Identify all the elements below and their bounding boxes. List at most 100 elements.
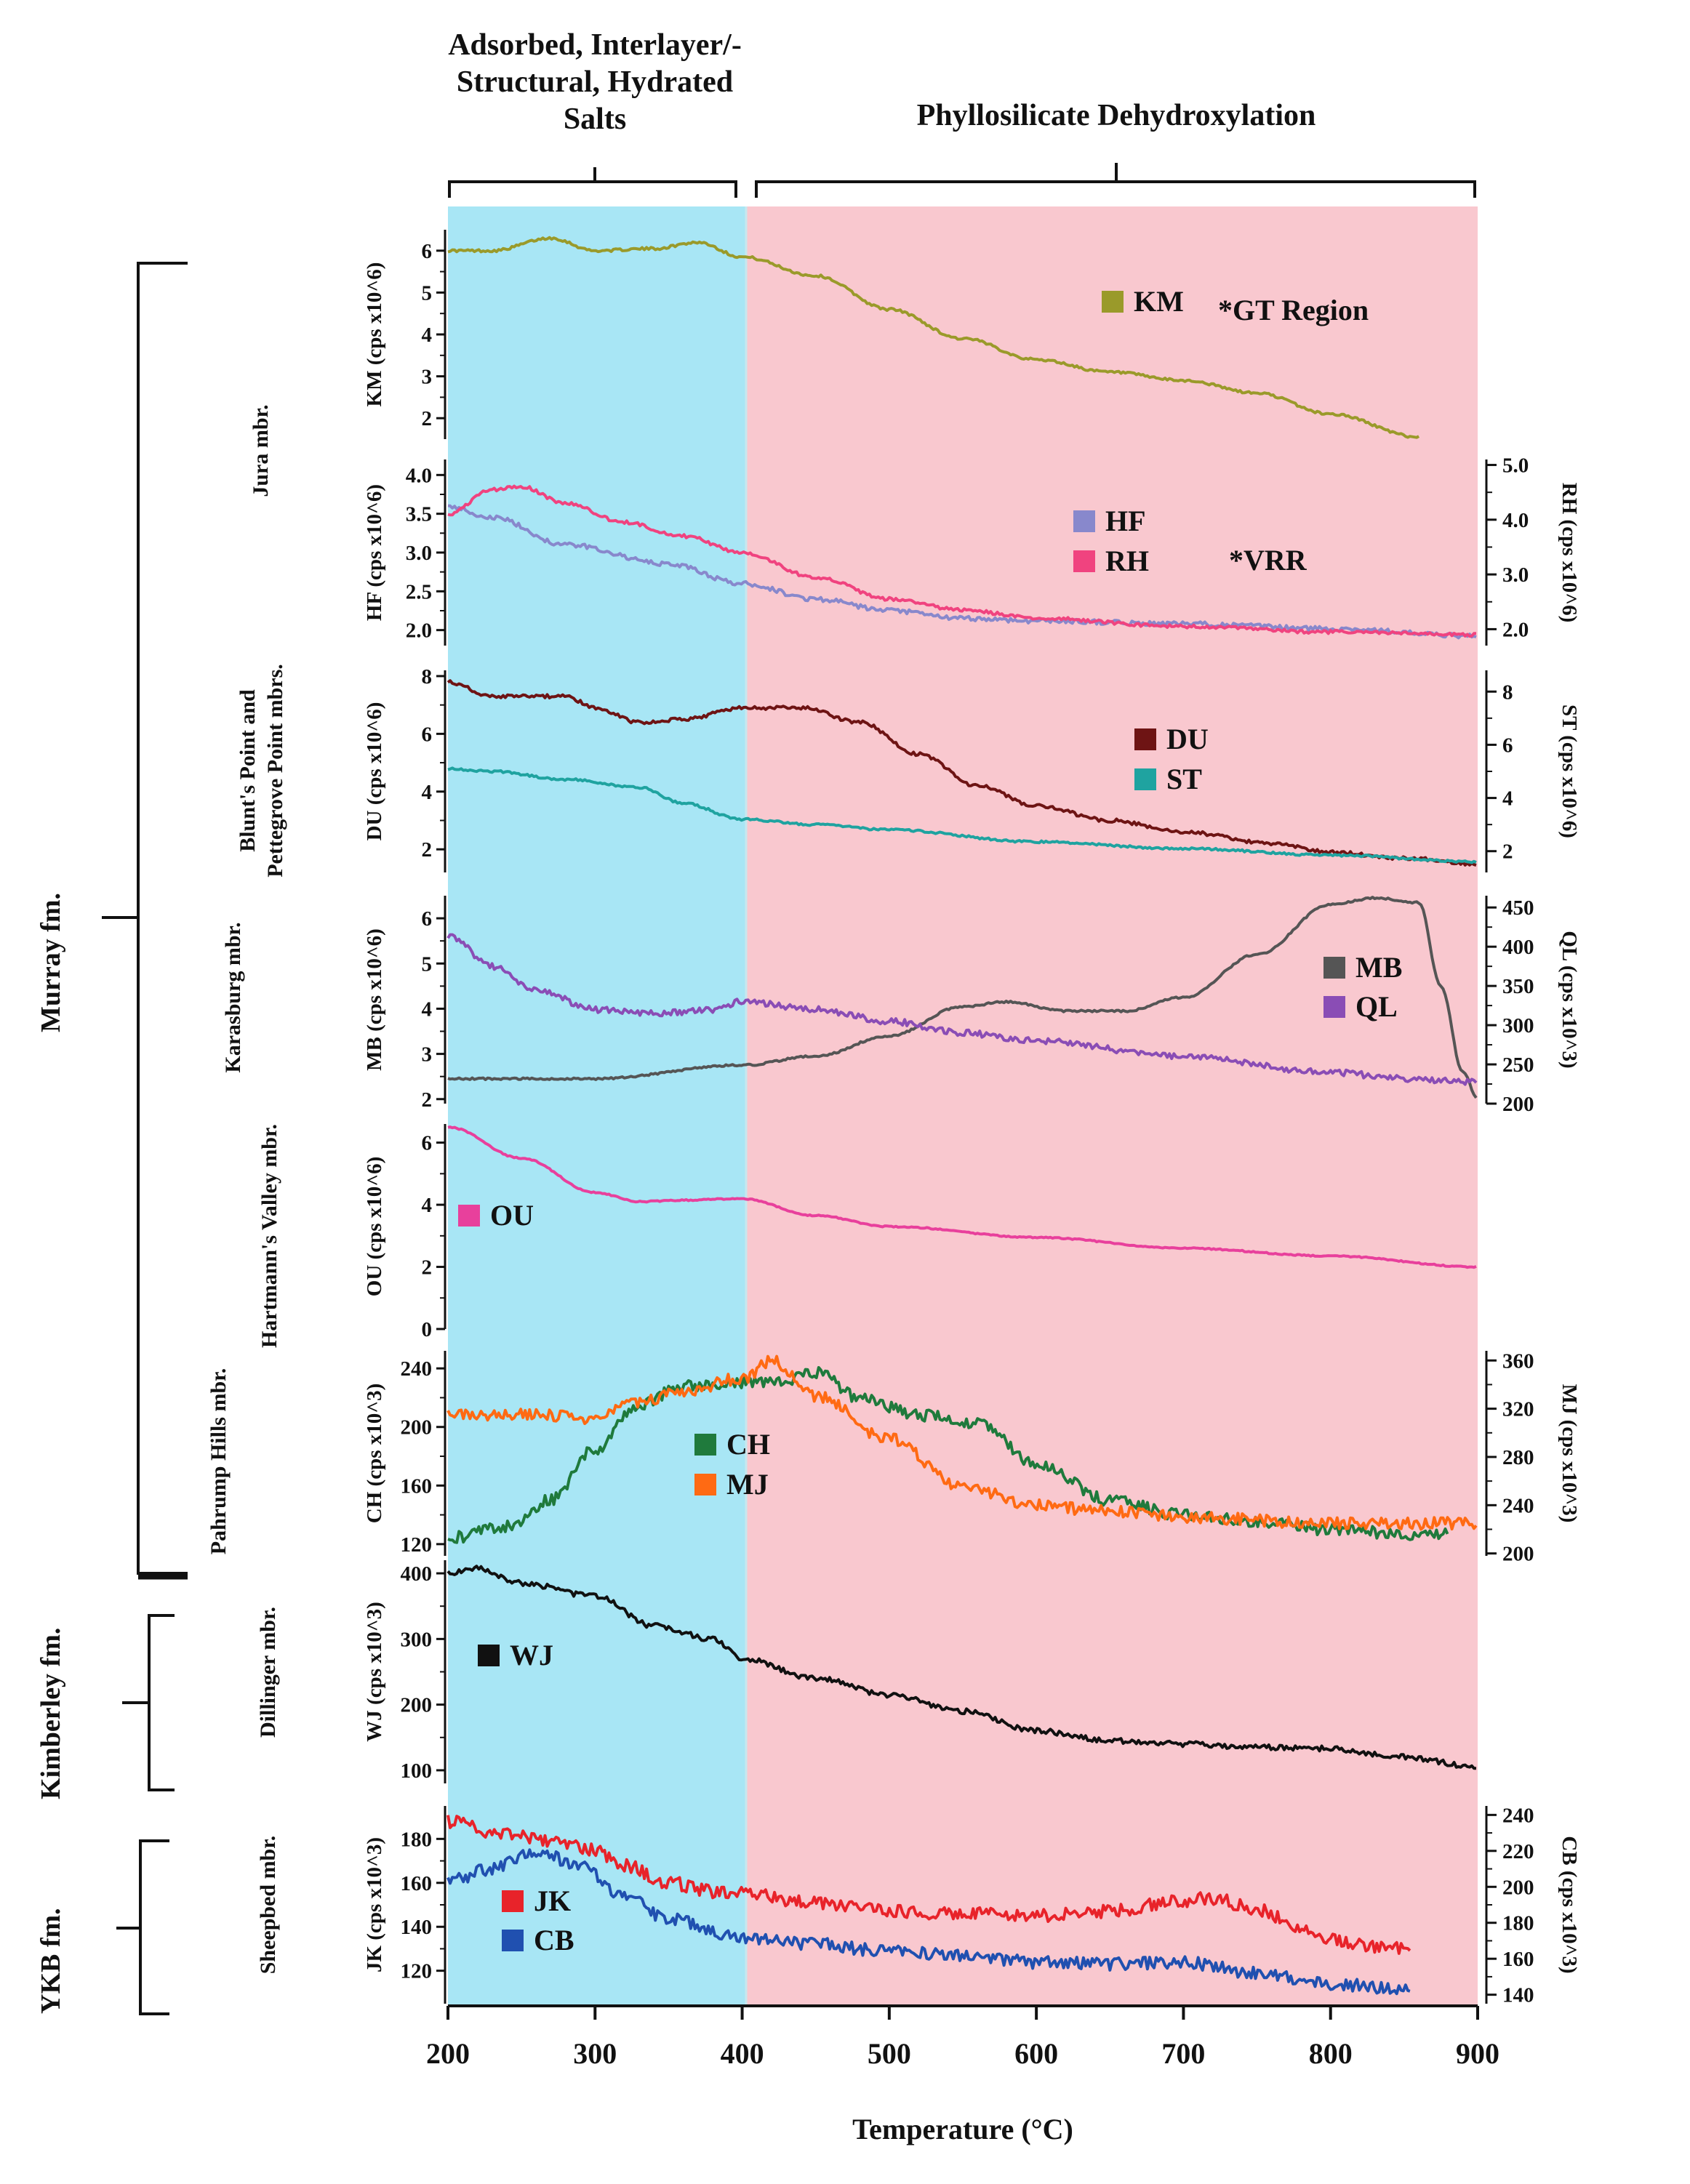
legend-swatch-hf [1073, 510, 1095, 532]
legend-swatch-cb [502, 1930, 524, 1951]
legend-swatch-mj [694, 1474, 716, 1496]
x-tick-label: 300 [573, 2037, 617, 2070]
left-tick-label: 3.5 [406, 503, 432, 526]
right-tick-label: 200 [1502, 1543, 1534, 1566]
series-line-km [447, 236, 1420, 439]
series-line-mb [447, 896, 1478, 1099]
region2-title: Phyllosilicate Dehydroxylation [917, 99, 1316, 132]
member-label: Sheepbed mbr. [256, 1836, 280, 1975]
x-tick-label: 600 [1014, 2037, 1058, 2070]
region1-title-line2: Structural, Hydrated [457, 65, 733, 99]
x-tick-label: 800 [1309, 2037, 1353, 2070]
region2-background [746, 206, 1478, 2006]
region1-title-line3: Salts [564, 103, 626, 136]
left-tick-label: 3 [422, 366, 433, 389]
series-line-cb [446, 1848, 1411, 1996]
legend-label-wj: WJ [510, 1639, 553, 1671]
series-line-rh [447, 484, 1476, 638]
left-axis-label: WJ (cps x10^3) [363, 1602, 386, 1741]
left-axis-label: OU (cps x10^6) [363, 1157, 386, 1296]
legend-label-st: ST [1166, 763, 1202, 795]
panel-note: *GT Region [1218, 294, 1369, 326]
right-tick-label: 3.0 [1502, 563, 1529, 587]
series-line-wj [446, 1565, 1477, 1770]
left-tick-label: 8 [422, 665, 433, 688]
right-tick-label: 2.0 [1502, 618, 1529, 641]
panel-7: 120 140 160 180 JK (cps x10^3) 140 160 180 200 22… [256, 1804, 1581, 2007]
left-tick-label: 4 [422, 781, 433, 804]
member-label: Jura mbr. [249, 404, 273, 497]
left-tick-label: 4 [422, 997, 433, 1021]
right-tick-label: 8 [1502, 681, 1513, 704]
legend-swatch-mb [1323, 957, 1345, 979]
right-axis-label: RH (cps x10^6) [1558, 483, 1581, 622]
kimberley-bracket [122, 1614, 175, 1791]
right-tick-label: 300 [1502, 1014, 1534, 1037]
series-line-hf [447, 504, 1477, 640]
legend-swatch-ou [458, 1205, 480, 1227]
left-tick-label: 140 [401, 1916, 433, 1939]
series-line-ou [447, 1125, 1477, 1269]
x-axis: Temperature (°C) 200 300 400 500 600 700 800 90… [426, 2004, 1499, 2145]
left-tick-label: 0 [422, 1318, 433, 1341]
right-axis-label: MJ (cps x10^3) [1558, 1384, 1581, 1523]
legend-swatch-wj [478, 1645, 500, 1666]
right-axis-label: CB (cps x10^3) [1558, 1836, 1581, 1973]
member-label: Dillinger mbr. [256, 1607, 280, 1738]
left-tick-label: 2 [422, 1088, 433, 1112]
right-axis-label: ST (cps x10^6) [1558, 704, 1581, 838]
region2-brace [755, 163, 1476, 198]
member-label: Karasburg mbr. [221, 922, 245, 1072]
x-tick-label: 200 [426, 2037, 470, 2070]
left-tick-label: 2 [422, 838, 433, 862]
left-tick-label: 160 [401, 1872, 433, 1895]
panel-5: 120 160 200 240 CH (cps x10^3) 200 240 280 320 36… [207, 1349, 1581, 1565]
right-tick-label: 220 [1502, 1840, 1534, 1863]
series-line-mj [446, 1354, 1478, 1531]
panel-note: *VRR [1229, 544, 1307, 577]
left-tick-label: 2 [422, 1256, 433, 1280]
legend-swatch-rh [1073, 550, 1095, 572]
legend-label-ql: QL [1355, 990, 1398, 1023]
left-tick-label: 3 [422, 1043, 433, 1067]
left-tick-label: 200 [401, 1416, 433, 1440]
left-axis-label: JK (cps x10^3) [363, 1837, 386, 1972]
left-axis-label: DU (cps x10^6) [363, 702, 386, 841]
left-tick-label: 400 [401, 1562, 433, 1586]
panel-3: 2 3 4 5 6 MB (cps x10^6) 200 250 300 350 400 450 QL … [221, 896, 1581, 1116]
left-axis-label: KM (cps x10^6) [363, 262, 386, 407]
series-line-du [446, 679, 1477, 867]
series-line-jk [446, 1815, 1411, 1955]
panel-4: 0 2 4 6 OU (cps x10^6) Hartmann's Valley mbr.… [257, 1124, 1477, 1348]
legend-swatch-ch [694, 1434, 716, 1456]
series-line-ql [446, 933, 1478, 1086]
left-tick-label: 4 [422, 1194, 433, 1217]
left-tick-label: 240 [401, 1357, 433, 1381]
left-tick-label: 120 [401, 1960, 433, 1983]
right-tick-label: 180 [1502, 1912, 1534, 1935]
left-axis-label: CH (cps x10^3) [363, 1384, 386, 1523]
legend-label-cb: CB [534, 1924, 574, 1956]
left-tick-label: 2.5 [406, 580, 432, 603]
legend-label-ou: OU [490, 1199, 534, 1232]
legend-label-mb: MB [1355, 951, 1402, 984]
right-tick-label: 4 [1502, 787, 1513, 811]
right-tick-label: 140 [1502, 1984, 1534, 2007]
right-tick-label: 450 [1502, 896, 1534, 920]
left-tick-label: 300 [401, 1628, 433, 1651]
right-tick-label: 250 [1502, 1053, 1534, 1077]
right-axis-label: QL (cps x10^3) [1558, 931, 1581, 1068]
x-axis-title: Temperature (°C) [852, 2113, 1073, 2145]
right-tick-label: 6 [1502, 734, 1513, 757]
legend-label-jk: JK [534, 1884, 571, 1917]
x-tick-label: 400 [721, 2037, 764, 2070]
x-tick-label: 900 [1456, 2037, 1499, 2070]
legend-label-hf: HF [1105, 505, 1146, 537]
legend-label-km: KM [1134, 285, 1184, 318]
region1-brace [448, 167, 737, 198]
series-line-st [447, 766, 1477, 864]
legend-swatch-km [1102, 291, 1124, 313]
left-tick-label: 4 [422, 324, 433, 347]
right-tick-label: 280 [1502, 1446, 1534, 1469]
panel-6: 100 200 300 400 WJ (cps x10^3) Dillinger mbr.… [256, 1560, 1477, 1783]
